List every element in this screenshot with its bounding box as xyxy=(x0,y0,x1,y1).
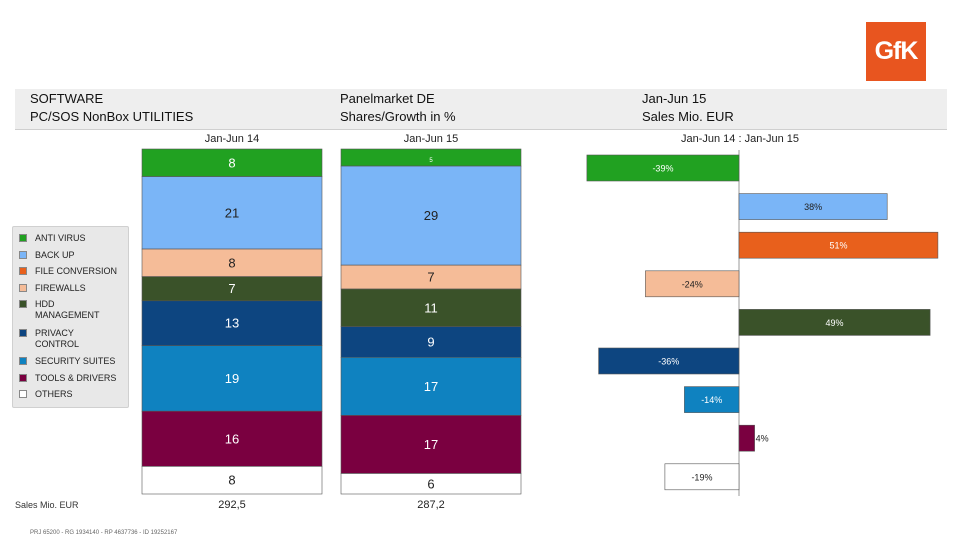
legend-swatch xyxy=(19,251,27,259)
legend-label: SECURITY SUITES xyxy=(35,356,116,366)
sales-label: Sales Mio. EUR xyxy=(15,500,79,510)
legend-label: HDD MANAGEMENT xyxy=(35,299,100,320)
stack-value-label: 21 xyxy=(225,205,239,220)
stack-value-label: 7 xyxy=(427,270,434,285)
growth-value-label: -14% xyxy=(701,395,722,405)
stack-segment xyxy=(340,288,522,327)
stack-value-label: 5 xyxy=(429,158,433,164)
stack-value-label: 7 xyxy=(228,281,235,296)
subcategory-label: PC/SOS NonBox UTILITIES xyxy=(30,109,194,124)
stack-value-label: 19 xyxy=(225,371,239,386)
growth-bar xyxy=(598,347,740,375)
legend-label: FILE CONVERSION xyxy=(35,266,118,276)
bar1-total: 292,5 xyxy=(218,499,246,511)
stack-value-label: 8 xyxy=(228,255,235,270)
growth-value-label: 38% xyxy=(804,202,822,212)
legend-swatch xyxy=(19,234,27,242)
growth-title: Jan-Jun 14 : Jan-Jun 15 xyxy=(680,133,800,145)
stack-segment xyxy=(340,415,522,474)
growth-bar xyxy=(645,270,740,298)
growth-bar xyxy=(738,309,931,336)
category-label: SOFTWARE xyxy=(30,91,104,106)
stack-value-label: 9 xyxy=(427,334,434,349)
market-label: Panelmarket DE xyxy=(340,91,435,106)
legend-label: ANTI VIRUS xyxy=(35,233,86,243)
stack-segment xyxy=(340,357,522,416)
legend-label: BACK UP xyxy=(35,250,75,260)
legend-swatch xyxy=(19,300,27,308)
stack-segment xyxy=(141,300,323,346)
growth-bar xyxy=(586,154,740,182)
stack-value-label: 6 xyxy=(427,476,434,491)
stack-segment xyxy=(340,165,522,266)
growth-bar xyxy=(664,463,740,491)
growth-value-label: -36% xyxy=(658,357,679,367)
stack-value-label: 29 xyxy=(424,208,438,223)
stack-segment xyxy=(141,410,323,467)
gfk-logo: GfK xyxy=(866,22,926,81)
growth-value-label: -24% xyxy=(682,279,703,289)
footnote: PRJ 65200 - RG 1934140 - RP 4637736 - ID… xyxy=(30,530,178,536)
legend-label: TOOLS & DRIVERS xyxy=(35,373,117,383)
bar1-title: Jan-Jun 14 xyxy=(204,133,260,145)
stack-value-label: 17 xyxy=(424,437,438,452)
legend-label: PRIVACY CONTROL xyxy=(35,328,80,349)
growth-bar xyxy=(684,386,740,413)
growth-value-label: 49% xyxy=(826,318,844,328)
stack-segment xyxy=(340,326,522,358)
legend-swatch xyxy=(19,284,27,292)
stack-segment xyxy=(141,176,323,250)
stack-value-label: 8 xyxy=(228,155,235,170)
unit-label: Sales Mio. EUR xyxy=(642,109,734,124)
stack-value-label: 11 xyxy=(424,300,438,315)
measure-label: Shares/Growth in % xyxy=(340,109,456,124)
bar2-title: Jan-Jun 15 xyxy=(403,133,459,145)
legend: ANTI VIRUS BACK UP FILE CONVERSION FIREW… xyxy=(12,226,129,408)
period-label: Jan-Jun 15 xyxy=(642,91,707,106)
legend-label: OTHERS xyxy=(35,389,73,399)
stack-value-label: 13 xyxy=(225,316,239,331)
growth-bar xyxy=(738,424,755,452)
stack-value-label: 8 xyxy=(228,473,235,488)
growth-value-label: 4% xyxy=(756,434,769,444)
legend-label: FIREWALLS xyxy=(35,283,86,293)
stack-segment xyxy=(141,345,323,412)
growth-bar xyxy=(738,231,939,259)
growth-value-label: -19% xyxy=(691,472,712,482)
header-band: SOFTWARE PC/SOS NonBox UTILITIES Panelma… xyxy=(15,89,947,130)
stack-segment xyxy=(141,276,323,302)
growth-bar xyxy=(738,193,888,220)
legend-swatch xyxy=(19,329,27,337)
bar2-total: 287,2 xyxy=(417,499,445,511)
stack-value-label: 16 xyxy=(225,431,239,446)
legend-swatch xyxy=(19,374,27,382)
legend-swatch xyxy=(19,357,27,365)
growth-value-label: 51% xyxy=(829,241,847,251)
stack-value-label: 17 xyxy=(424,379,438,394)
stack-segment xyxy=(340,473,522,495)
legend-swatch xyxy=(19,267,27,275)
legend-swatch xyxy=(19,390,27,398)
growth-value-label: -39% xyxy=(652,164,673,174)
stack-segment xyxy=(141,466,323,495)
stack-segment xyxy=(141,148,323,177)
